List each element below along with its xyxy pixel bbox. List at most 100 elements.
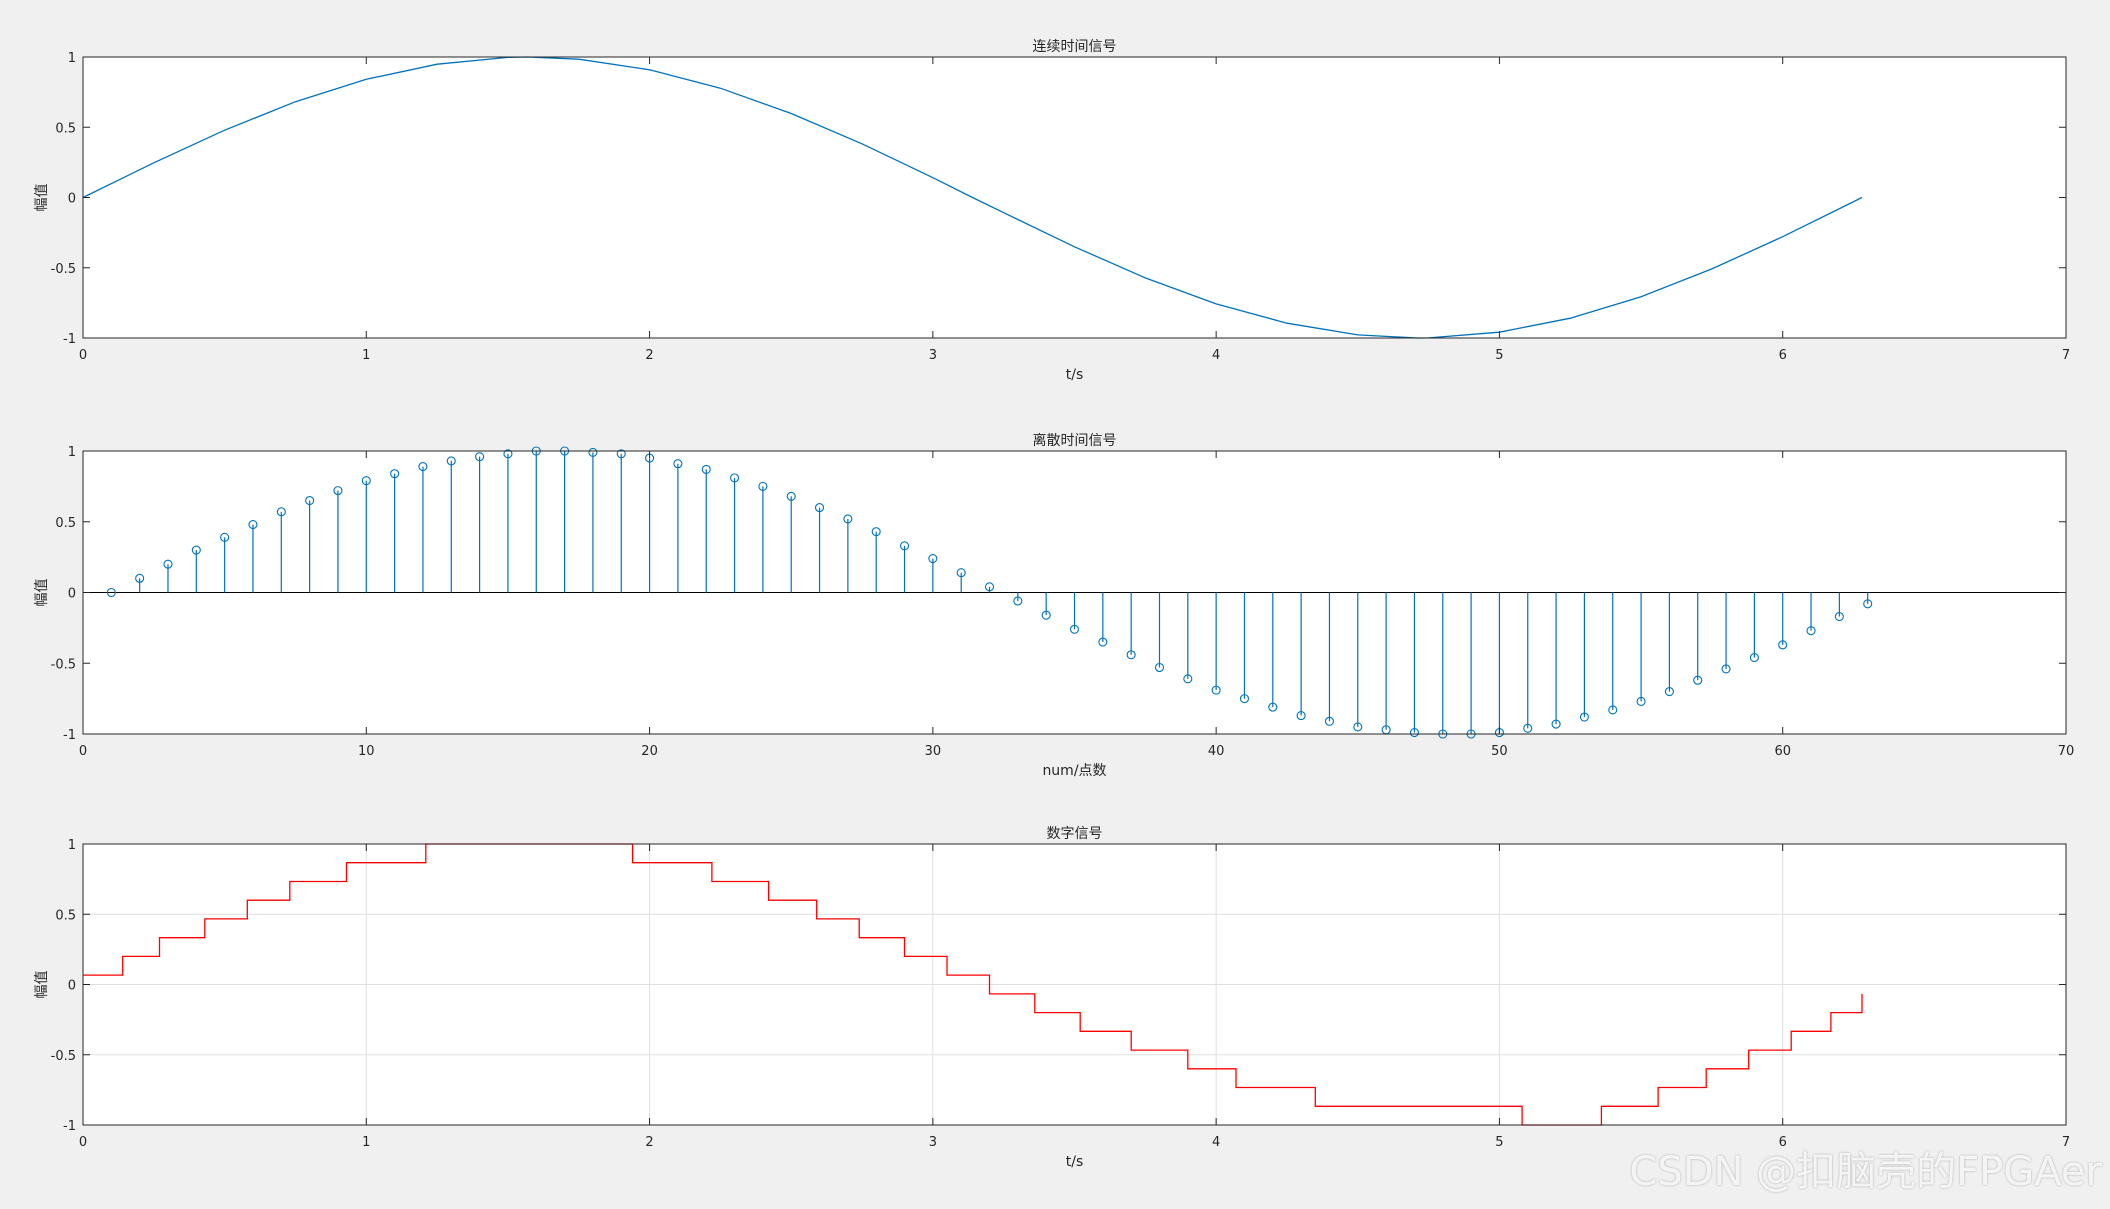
x-tick-label: 0 [79, 348, 87, 363]
y-tick-label: 0 [68, 192, 76, 207]
stem-marker [730, 473, 740, 483]
y-tick-label: 0 [68, 587, 76, 602]
x-tick-label: 1 [362, 1135, 370, 1150]
y-axis-label: 幅值 [34, 971, 50, 999]
stem-marker [1664, 686, 1674, 697]
x-tick-label: 4 [1212, 348, 1220, 363]
stem-marker [956, 568, 966, 578]
stem-marker [418, 462, 428, 472]
stem-marker [843, 514, 853, 524]
tick-marks: 0 1 2 3 4 5 6 7 -1 -0.5 0 0.5 1 [51, 838, 2071, 1150]
stem-marker [1126, 650, 1136, 660]
y-tick-label: 1 [68, 838, 76, 853]
x-tick-label: 3 [929, 348, 937, 363]
x-tick-label: 3 [929, 1135, 937, 1150]
y-tick-label: 0.5 [55, 121, 76, 136]
stem-marker [248, 520, 258, 530]
data-layer [82, 56, 1863, 339]
x-tick-label: 0 [79, 744, 87, 759]
y-tick-label: 0.5 [55, 516, 76, 531]
series-stairs [83, 843, 1863, 1126]
stem-marker [276, 507, 286, 517]
y-tick-label: 1 [68, 445, 76, 460]
stem-marker [361, 476, 371, 486]
stem-marker [475, 452, 485, 462]
data-layer [83, 843, 1863, 1126]
stem-marker [1013, 596, 1023, 606]
x-tick-label: 7 [2062, 1135, 2070, 1150]
stem-marker [1324, 716, 1335, 726]
stem-marker [1523, 723, 1533, 733]
stem-marker [899, 541, 910, 551]
x-tick-label: 2 [645, 1135, 653, 1150]
stem-marker [1268, 702, 1278, 712]
x-tick-label: 30 [925, 744, 942, 759]
stem-marker [1636, 696, 1646, 707]
x-tick-label: 60 [1774, 744, 1791, 759]
stem-marker [814, 503, 825, 513]
stem-marker [135, 573, 145, 583]
data-layer [83, 446, 2066, 739]
stem-marker [1693, 675, 1703, 685]
x-axis-label: t/s [1066, 1154, 1084, 1170]
stem-marker [701, 464, 711, 474]
plot-title: 数字信号 [1047, 826, 1103, 842]
stem-marker [1778, 640, 1788, 650]
y-axis-label: 幅值 [34, 579, 50, 607]
stem-marker [928, 553, 938, 564]
stem-marker [1239, 694, 1250, 704]
stem-marker [871, 527, 881, 537]
x-axis-label: t/s [1066, 367, 1084, 383]
stem-marker [1834, 612, 1844, 622]
stem-marker [220, 532, 230, 542]
stem-marker [1353, 722, 1363, 732]
y-tick-label: -1 [63, 332, 76, 347]
stem-marker [984, 582, 995, 592]
y-axis-label: 幅值 [34, 184, 50, 212]
watermark: CSDN @扣脑壳的FPGAer [1629, 1149, 2102, 1195]
stem-marker [503, 449, 513, 459]
x-tick-label: 5 [1495, 1135, 1503, 1150]
x-tick-label: 5 [1495, 348, 1503, 363]
x-tick-label: 70 [2058, 744, 2075, 759]
stem-marker [1863, 599, 1873, 609]
y-tick-label: -0.5 [51, 262, 76, 277]
tick-marks: 0 10 20 30 40 50 60 70 -1 -0.5 0 0.5 1 [51, 445, 2075, 759]
stem-marker [1183, 674, 1193, 684]
stem-marker [1069, 624, 1080, 634]
stem-marker [1154, 662, 1165, 673]
x-axis-label: num/点数 [1042, 763, 1106, 779]
x-tick-label: 40 [1208, 744, 1225, 759]
x-tick-label: 6 [1779, 348, 1787, 363]
stem-marker [1608, 705, 1618, 715]
stem-marker [1098, 637, 1108, 647]
stem-marker [1296, 711, 1306, 721]
stem-marker [305, 495, 315, 506]
stem-marker [588, 447, 598, 457]
stem-marker [1806, 626, 1816, 636]
stem-marker [1041, 610, 1051, 620]
y-tick-label: 1 [68, 51, 76, 66]
stem-marker [1211, 685, 1221, 695]
plot-title: 离散时间信号 [1033, 432, 1117, 449]
series-line [82, 56, 1863, 339]
axes-background [83, 57, 2066, 338]
stem-marker [333, 486, 343, 496]
x-tick-label: 7 [2062, 348, 2070, 363]
y-tick-label: 0 [68, 979, 76, 994]
x-tick-label: 4 [1212, 1135, 1220, 1150]
x-tick-label: 0 [79, 1135, 87, 1150]
y-tick-label: 0.5 [55, 908, 76, 923]
stem-marker [1749, 653, 1759, 663]
subplot-digital-signal: 0 1 2 3 4 5 6 7 -1 -0.5 0 0.5 1 数字信号 t/s 幅值 [34, 826, 2070, 1170]
stem-marker [390, 469, 400, 479]
plot-title: 连续时间信号 [1033, 38, 1117, 55]
stem-marker [163, 559, 173, 569]
y-tick-label: -0.5 [51, 1049, 76, 1064]
tick-marks: 0 1 2 3 4 5 6 7 -1 -0.5 0 0.5 1 [51, 51, 2071, 363]
y-tick-label: -1 [63, 1119, 76, 1134]
stem-marker [616, 449, 626, 459]
stem-marker [1721, 664, 1731, 674]
stem-marker [191, 545, 201, 555]
